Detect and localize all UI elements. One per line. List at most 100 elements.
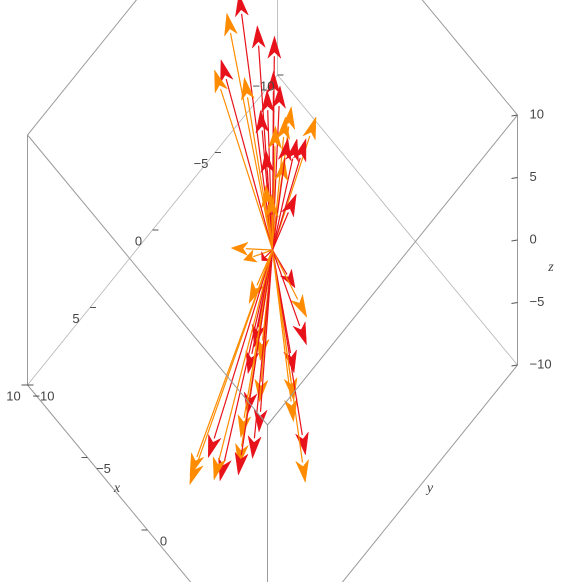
arrow-head: [208, 434, 222, 458]
z-tick-label-4: 10: [530, 106, 544, 121]
arrow-head: [234, 452, 249, 476]
arrow-34: [271, 138, 307, 251]
arrow-head: [278, 138, 292, 162]
arrow-head: [302, 116, 317, 141]
arrow-head: [248, 280, 265, 304]
arrow-shaft: [271, 214, 274, 251]
arrow-head: [214, 69, 228, 94]
arrow-48: [271, 193, 297, 251]
x-tick-label-0: −10: [252, 78, 274, 93]
arrow-shaft: [253, 249, 273, 258]
arrow-head: [220, 59, 234, 83]
box-edge-7: [27, 134, 268, 426]
arrow-head: [276, 116, 291, 140]
box-edge-4: [277, 74, 518, 366]
arrow-23: [214, 69, 274, 251]
arrow-shaft: [271, 212, 289, 251]
arrow-layer: [189, 0, 317, 485]
arrow-head: [267, 36, 282, 59]
arrow-shaft: [229, 32, 274, 251]
arrow-head: [243, 249, 258, 263]
arrow-head: [224, 13, 238, 37]
arrow-head: [295, 459, 309, 483]
arrow-shaft: [271, 158, 286, 251]
arrow-head: [212, 456, 226, 481]
arrow-head: [241, 77, 255, 101]
arrow-shaft: [225, 78, 274, 251]
arrow-head: [290, 294, 308, 318]
arrow-head: [281, 193, 297, 218]
arrow-head: [272, 85, 286, 109]
arrow-22: [271, 249, 309, 483]
arrow-shaft: [271, 157, 301, 251]
z-tick-label-0: −10: [530, 356, 552, 371]
arrow-head: [235, 0, 249, 17]
y-tick-label-1: −5: [96, 461, 111, 476]
z-tick-label-1: −5: [530, 294, 545, 309]
arrow-27: [212, 249, 274, 481]
arrow-shaft: [264, 249, 273, 259]
y-tick-label-2: 0: [160, 533, 167, 548]
x-tick-label-1: −5: [194, 156, 209, 171]
z-tick-3: [511, 177, 518, 179]
arrow-shaft: [271, 249, 303, 436]
z-tick-label-3: 5: [530, 169, 537, 184]
arrow-head: [260, 150, 275, 173]
box-edge-6: [27, 384, 192, 582]
arrow-36: [243, 249, 273, 263]
arrow-shaft: [240, 249, 274, 456]
arrow-head: [293, 138, 307, 162]
arrow-shaft: [220, 88, 274, 251]
x-tick-label-2: 0: [135, 233, 142, 248]
arrow-20: [241, 77, 274, 251]
box-edge-2: [341, 364, 518, 582]
arrow-head: [252, 25, 266, 49]
arrow-12: [271, 249, 308, 318]
box-edge-5: [421, 0, 518, 116]
arrow-25: [234, 249, 274, 476]
z-axis-label: z: [547, 260, 554, 275]
arrow-head: [295, 431, 309, 456]
z-tick-label-2: 0: [530, 231, 537, 246]
x-tick-label-3: 5: [72, 311, 79, 326]
arrow-14: [271, 249, 297, 374]
arrow-6: [265, 194, 279, 251]
arrow-head: [266, 71, 281, 94]
arrow-32: [268, 126, 282, 251]
arrow-19: [224, 13, 274, 251]
arrow-head: [247, 435, 262, 459]
arrow-head: [254, 379, 269, 403]
z-tick-2: [511, 239, 518, 242]
arrow-13: [271, 249, 307, 346]
axis-labels: x y z: [113, 260, 554, 496]
arrow-33: [271, 138, 292, 251]
arrow-30: [208, 249, 274, 458]
arrow-head: [231, 242, 249, 256]
y-tick-label-0: −10: [32, 388, 54, 403]
arrow-head: [261, 89, 275, 113]
arrow-shaft: [246, 97, 274, 251]
arrow-head: [189, 461, 204, 485]
arrow-24: [220, 59, 274, 251]
arrow-shaft: [271, 249, 299, 300]
arrow-shaft: [218, 249, 274, 461]
y-axis-label: y: [425, 481, 434, 496]
arrow-shaft: [213, 249, 274, 439]
arrow-shaft: [223, 249, 274, 462]
arrow-shaft: [271, 249, 301, 327]
box-edge-1: [27, 0, 138, 136]
arrow-head: [255, 110, 270, 134]
arrow-head: [265, 194, 279, 218]
z-tick-0: [511, 364, 518, 367]
z-tick-4: [511, 114, 518, 117]
arrow-29: [189, 249, 274, 485]
arrow-46: [247, 249, 274, 459]
box-edge-3: [267, 114, 518, 426]
arrow-shaft: [195, 249, 274, 466]
arrow-shaft: [253, 249, 274, 439]
arrow-head: [268, 126, 282, 149]
arrow-shaft: [245, 248, 273, 251]
arrow-shaft: [271, 249, 304, 463]
z-tick-1: [511, 302, 518, 304]
